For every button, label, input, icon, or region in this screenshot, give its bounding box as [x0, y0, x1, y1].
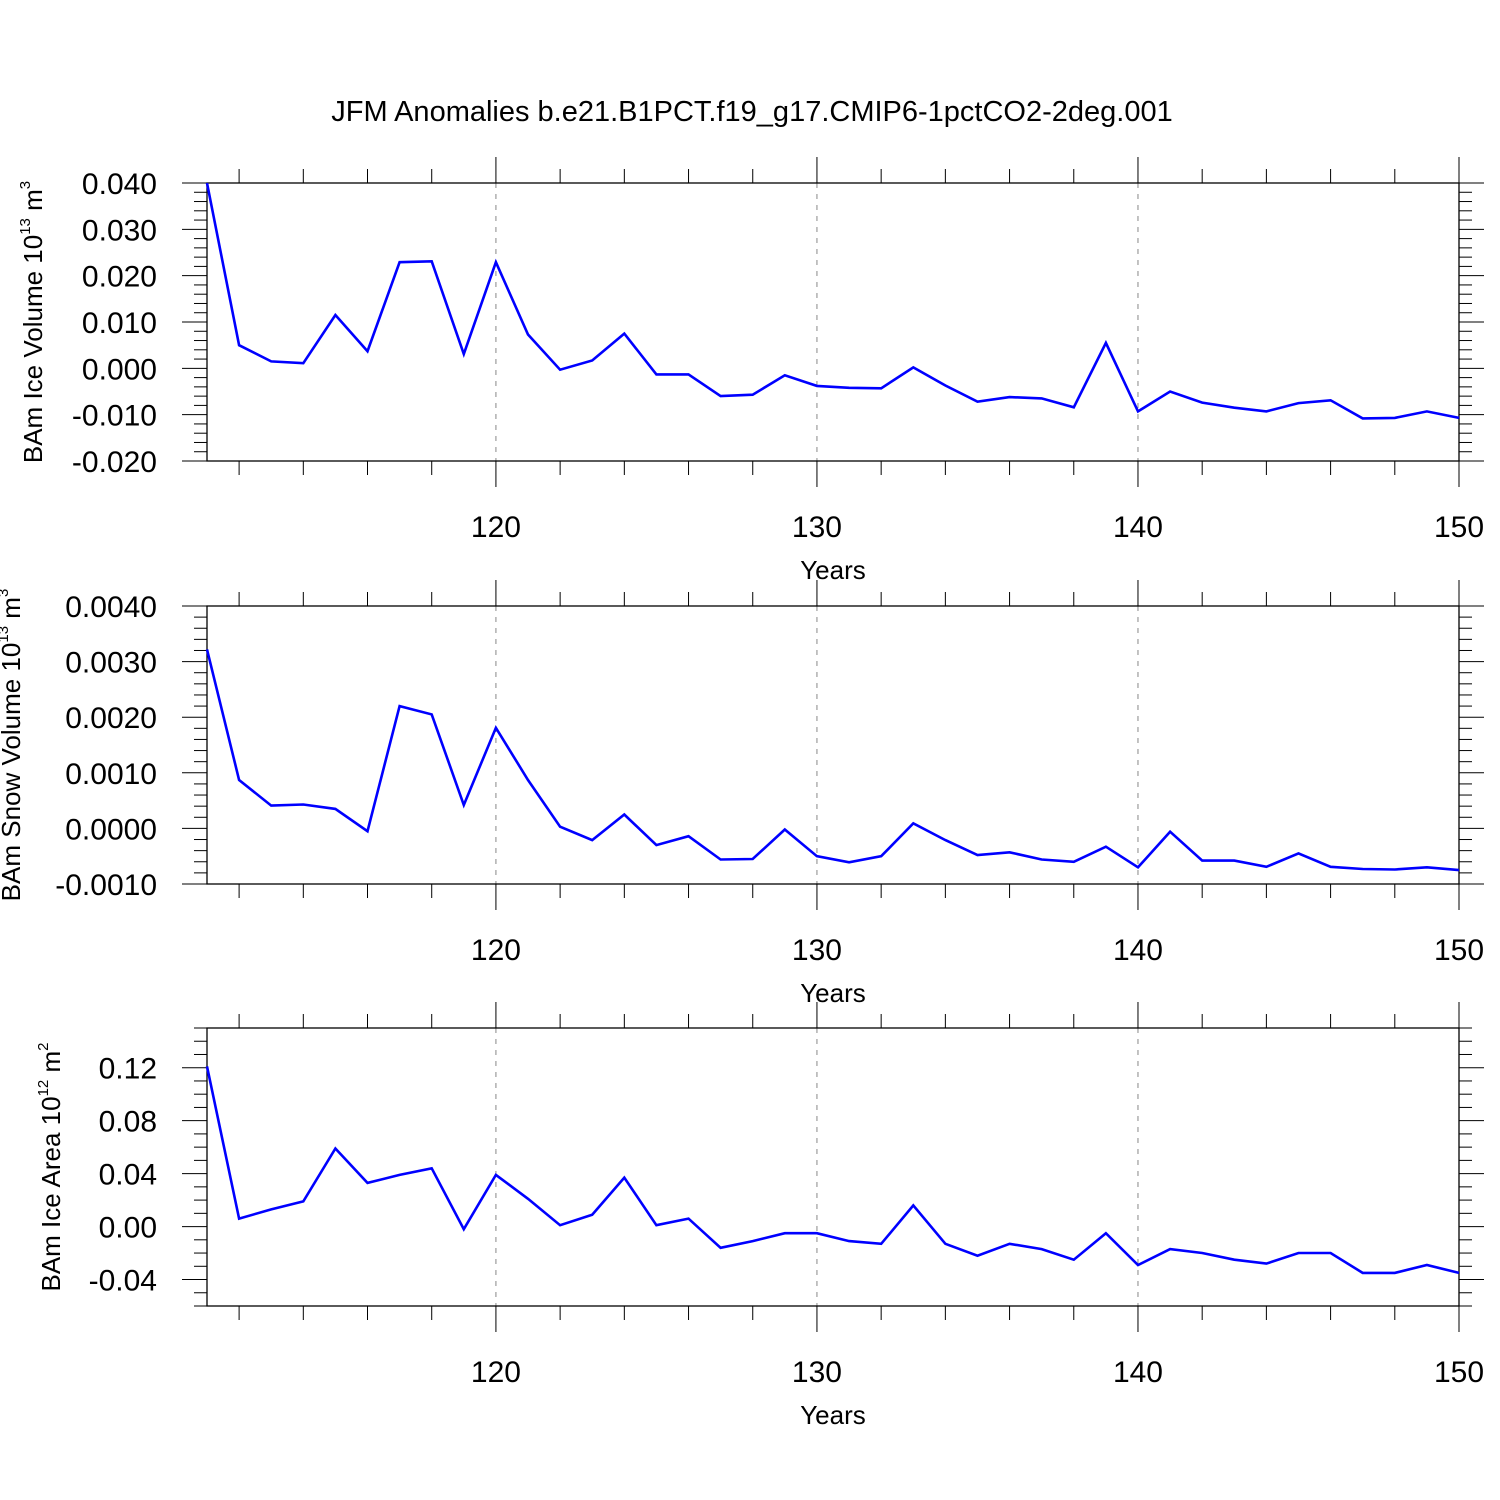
- y-axis-label-superscript: 12: [35, 1080, 52, 1097]
- panel-3: 120 130 140 150 Years -0.04 0.00 0.04 0.08 0.12 BA…: [35, 1002, 1484, 1430]
- y-axis-label-superscript: 2: [35, 1042, 52, 1050]
- x-tick-label: 140: [1113, 934, 1163, 967]
- y-axis-label-text: BAm Ice Area 10: [36, 1096, 66, 1291]
- y-tick-label: 0.0010: [65, 758, 157, 791]
- panel-1: 120 130 140 150 Years -0.020 -0.010 0.000 0.010 0…: [17, 157, 1484, 585]
- series-line: [205, 1066, 1460, 1275]
- series-line: [205, 649, 1460, 872]
- y-tick-label: 0.08: [99, 1106, 157, 1139]
- plot-frame: [206, 1027, 1460, 1307]
- y-tick-label: 0.0020: [65, 702, 157, 735]
- x-axis-label: Years: [800, 978, 866, 1008]
- y-tick-label: -0.010: [72, 400, 157, 433]
- y-tick-label: 0.12: [99, 1053, 157, 1086]
- x-tick-label: 120: [471, 1356, 521, 1389]
- plot-frame: [206, 605, 1460, 885]
- x-tick-label: 120: [471, 511, 521, 544]
- y-axis-label: BAm Ice Area 1012 m2: [35, 1042, 66, 1291]
- y-axis-label-superscript: 13: [0, 626, 12, 643]
- x-axis-label: Years: [800, 555, 866, 585]
- y-axis-label-text: m: [36, 1051, 66, 1080]
- x-tick-label: 120: [471, 934, 521, 967]
- y-axis-label-superscript: 3: [0, 589, 12, 597]
- panel-2: 120 130 140 150 Years -0.0010 0.0000 0.0010 0.00…: [0, 580, 1484, 1008]
- x-tick-label: 130: [792, 511, 842, 544]
- y-tick-label: 0.0040: [65, 591, 157, 624]
- x-axis-label: Years: [800, 1400, 866, 1430]
- y-axis-label-superscript: 13: [17, 218, 34, 235]
- x-tick-label: 150: [1434, 934, 1484, 967]
- y-tick-label: 0.040: [82, 168, 157, 201]
- y-axis-label-text: BAm Ice Volume 10: [18, 235, 48, 463]
- x-tick-label: 140: [1113, 511, 1163, 544]
- y-tick-label: -0.04: [89, 1265, 157, 1298]
- y-tick-label: -0.020: [72, 446, 157, 479]
- y-tick-label: 0.010: [82, 307, 157, 340]
- x-tick-label: 130: [792, 934, 842, 967]
- y-axis-label-text: m: [0, 597, 26, 626]
- x-tick-label: 150: [1434, 511, 1484, 544]
- panels: 120 130 140 150 Years -0.020 -0.010 0.000 0.010 0…: [0, 157, 1484, 1430]
- x-tick-label: 140: [1113, 1356, 1163, 1389]
- y-tick-label: 0.030: [82, 214, 157, 247]
- y-tick-label: 0.0000: [65, 813, 157, 846]
- x-tick-label: 150: [1434, 1356, 1484, 1389]
- y-axis-label-text: BAm Snow Volume 10: [0, 643, 26, 902]
- y-tick-label: 0.04: [99, 1159, 157, 1192]
- y-axis-label: BAm Snow Volume 1013 m3: [0, 589, 26, 902]
- y-tick-label: 0.000: [82, 353, 157, 386]
- y-tick-label: -0.0010: [55, 869, 157, 902]
- y-tick-label: 0.020: [82, 261, 157, 294]
- y-axis-label: BAm Ice Volume 1013 m3: [17, 181, 48, 463]
- y-axis-label-text: m: [18, 189, 48, 218]
- y-tick-label: 0.00: [99, 1212, 157, 1245]
- x-tick-label: 130: [792, 1356, 842, 1389]
- plot-frame: [206, 182, 1460, 462]
- series-line: [205, 182, 1460, 420]
- figure-title: JFM Anomalies b.e21.B1PCT.f19_g17.CMIP6-…: [331, 96, 1172, 128]
- y-tick-label: 0.0030: [65, 647, 157, 680]
- y-axis-label-superscript: 3: [17, 181, 34, 189]
